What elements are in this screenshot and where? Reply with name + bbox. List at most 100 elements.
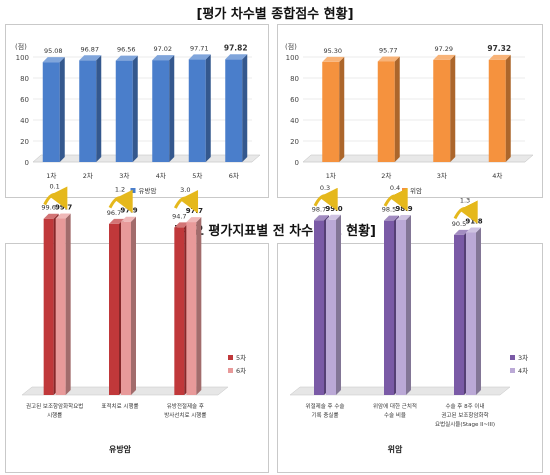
bar-3 [152,60,170,163]
y-tick-label-3: 60 [290,96,299,104]
bar-1 [377,61,395,163]
bar-6차-0 [55,218,66,395]
bar-3-top [488,54,511,60]
category-label-3: 4차 [156,171,166,180]
bar-4차-2-top [466,227,481,233]
bar-3차-1 [384,220,394,395]
value-label-5차-0: 99.6 [41,204,55,212]
bar-4-side [205,54,211,163]
bar-3-side [505,54,511,163]
legend-swatch-3차 [510,355,515,360]
bar-6차-0-side [65,213,71,395]
top-section-title: [평가 차수별 종합점수 현황] [196,7,354,22]
bar-3차-0 [314,220,324,395]
bar-5-top [225,54,248,60]
value-label-5차-2: 94.7 [172,212,186,220]
chart-group-title: 유방암 [109,444,132,454]
bar-4차-2 [466,232,476,395]
category-label-2-1: 방사선치료 시행률 [164,411,206,419]
bar-4차-0-side [336,214,341,395]
legend-swatch-5차 [228,355,233,360]
bar-1-side [394,56,400,163]
category-label-1-0: 위암에 대한 근치적 [373,402,417,410]
y-axis-unit: (점) [285,43,297,51]
value-label-5차-1: 96.7 [107,209,121,217]
bar-4차-0 [326,219,336,395]
bar-5차-2 [174,227,185,395]
category-label-0-0: 위절제술 후 수술 [306,402,345,410]
bar-1 [79,60,97,162]
bar-6차-2 [186,222,197,395]
value-label-0: 95.08 [44,47,63,55]
bar-0 [322,61,340,163]
difference-arrow-2 [453,200,478,224]
legend-label: 위암 [410,187,422,195]
legend-label-5차: 5차 [236,353,246,362]
category-label-1-0: 표적치료 시행률 [101,402,138,410]
bar-0 [42,62,60,162]
bar-6차-1-top [121,216,136,222]
bar-5-side [242,54,248,162]
bar-4차-2-side [476,227,481,395]
chart-group-title: 위암 [388,444,403,454]
difference-arrow-0 [43,186,68,210]
category-label-3: 4차 [492,171,502,180]
value-label-4: 97.71 [190,44,209,52]
bar-3차-2-top [454,229,469,235]
category-label-2-0: 수술 후 8주 이내 [445,402,484,410]
value-label-1: 95.77 [379,46,398,54]
category-label-0-0: 권고된 보조항암화학요법 [26,402,83,410]
category-label-1: 2차 [381,171,391,180]
category-label-0: 1차 [326,171,336,180]
y-tick-label-5: 100 [286,54,299,62]
y-tick-label-1: 20 [290,138,299,146]
difference-arrow-1 [383,187,408,212]
y-tick-label-0: 0 [25,159,29,167]
value-label-2: 97.29 [434,45,453,53]
category-label-0-1: 시행률 [47,411,62,419]
bar-1-side [96,55,102,162]
bar-4 [188,59,206,163]
bar-0-side [59,57,65,162]
difference-label-2: 3.0 [180,186,190,194]
y-tick-label-0: 0 [295,159,299,167]
category-label-4: 5차 [192,171,202,180]
difference-label-1: 0.4 [390,184,400,192]
bar-0-side [339,56,345,163]
difference-label-0: 0.3 [320,184,330,192]
category-label-1: 2차 [83,171,93,180]
y-axis-unit: (점) [15,43,27,51]
category-label-5: 6차 [229,171,239,180]
value-label-0: 95.30 [323,47,342,55]
bar-2-top [115,55,138,61]
bar-1-top [377,56,400,62]
bar-6차-2-top [186,217,202,223]
bar-5 [225,59,243,162]
bar-5차-2-top [174,222,190,228]
y-tick-label-2: 40 [290,117,299,125]
bar-5차-0 [43,218,54,395]
category-label-0: 1차 [46,171,56,180]
bar-4차-1-top [396,214,411,220]
y-tick-label-4: 80 [290,75,299,83]
bar-3 [488,59,506,163]
bar-2-side [132,55,138,162]
legend-swatch-6차 [228,368,233,373]
difference-label-0: 0.1 [49,183,59,191]
value-label-5: 97.82 [224,43,248,52]
value-label-3차-1: 98.5 [382,206,396,214]
category-label-2: 3차 [437,171,447,180]
y-tick-label-1: 20 [20,138,29,146]
bar-4차-0-top [326,214,341,220]
bar-2-side [450,54,456,162]
y-tick-label-4: 80 [20,75,29,83]
category-label-2-0: 유방전절제술 후 [167,402,204,410]
bar-6차-1-side [131,216,136,395]
category-label-2-2: 요법실시율(Stage II~III) [435,420,495,428]
legend-label: 유방암 [139,186,157,195]
difference-arrow-2 [173,189,199,214]
bar-4차-1-side [406,214,411,395]
legend-swatch-4차 [510,368,515,373]
legend-swatch [130,188,136,193]
